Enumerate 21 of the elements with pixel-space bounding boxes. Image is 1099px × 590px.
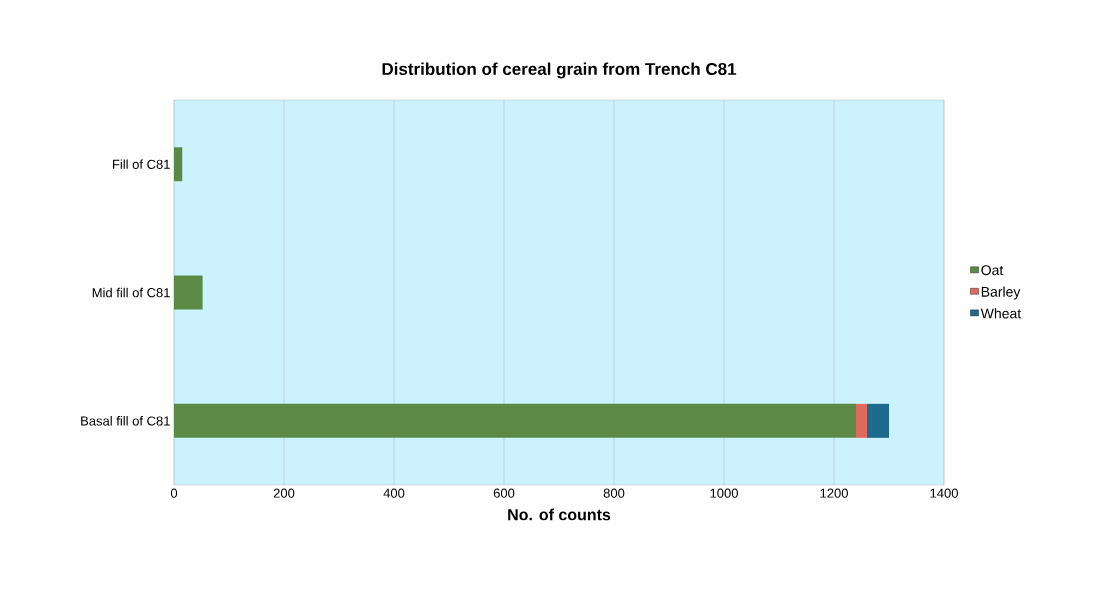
bar xyxy=(174,275,203,310)
x-tick-label: 1000 xyxy=(710,488,738,498)
bar xyxy=(867,403,890,438)
x-tick-label: 400 xyxy=(383,488,405,498)
bar xyxy=(856,403,868,438)
x-tick-label: 1400 xyxy=(930,488,958,498)
x-tick-label: 0 xyxy=(170,488,178,498)
y-tick-label: Basal fill of C81 xyxy=(81,416,170,426)
legend-label: Barley xyxy=(981,286,1021,300)
x-tick-label: 1200 xyxy=(820,488,848,498)
x-tick-label: 800 xyxy=(603,488,625,498)
y-tick-label: Mid fill of C81 xyxy=(92,287,170,298)
bar xyxy=(174,147,183,182)
bar xyxy=(174,403,857,438)
legend-label: Wheat xyxy=(980,308,1022,319)
x-tick-label: 200 xyxy=(273,488,295,498)
x-axis-title: No. of counts xyxy=(508,508,611,521)
y-tick-label: Fill of C81 xyxy=(113,159,170,169)
x-tick-label: 600 xyxy=(493,488,515,498)
legend-label: Oat xyxy=(981,265,1004,276)
chart-title: Distribution of cereal grain from Trench C81 xyxy=(382,62,737,79)
